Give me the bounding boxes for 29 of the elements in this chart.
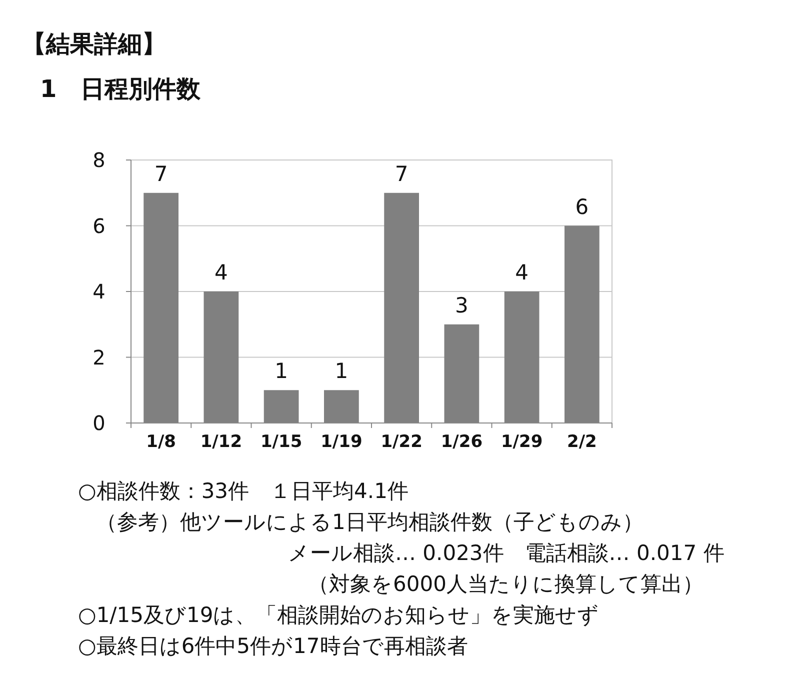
annotation: （対象を6000人当たりに換算して算出） xyxy=(308,572,704,596)
data-label: 6 xyxy=(575,194,589,219)
annotation: ○相談件数：33件 １日平均4.1件 xyxy=(78,479,408,503)
subtitle: 1 日程別件数 xyxy=(40,75,201,103)
y-tick-label: 4 xyxy=(92,280,106,304)
y-tick-label: 8 xyxy=(92,148,106,172)
y-tick-label: 6 xyxy=(92,214,106,238)
data-label: 3 xyxy=(455,293,468,318)
x-tick-label: 1/15 xyxy=(260,432,302,452)
data-label: 1 xyxy=(274,359,288,384)
x-tick-label: 2/2 xyxy=(567,432,597,452)
title: 【結果詳細】 xyxy=(22,30,166,58)
y-tick-label: 0 xyxy=(92,411,106,435)
annotation: メール相談… 0.023件 電話相談… 0.017 件 xyxy=(288,541,724,565)
data-label: 7 xyxy=(394,162,408,186)
x-tick-label: 1/12 xyxy=(200,432,242,452)
x-tick-label: 1/29 xyxy=(500,432,543,452)
data-label: 1 xyxy=(334,359,348,384)
annotation: ○最終日は6件中5件が17時台で再相談者 xyxy=(78,634,468,658)
annotation: （参考）他ツールによる1日平均相談件数（子どものみ） xyxy=(96,510,644,534)
annotation: ○1/15及び19は、「相談開始のお知らせ」を実施せず xyxy=(78,603,600,627)
data-label: 4 xyxy=(515,260,528,284)
x-tick-label: 1/19 xyxy=(320,432,362,452)
y-tick-label: 2 xyxy=(92,345,106,370)
x-tick-label: 1/22 xyxy=(380,432,422,452)
x-tick-label: 1/26 xyxy=(440,432,483,452)
data-label: 7 xyxy=(154,162,168,186)
x-tick-label: 1/8 xyxy=(146,432,176,452)
data-label: 4 xyxy=(214,260,228,284)
